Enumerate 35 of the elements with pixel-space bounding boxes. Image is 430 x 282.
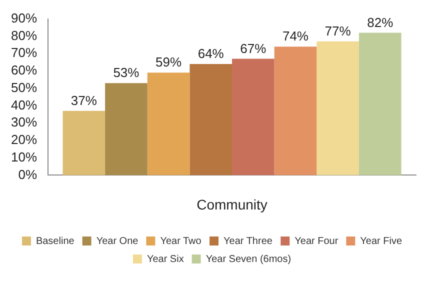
bar xyxy=(274,46,317,176)
bar xyxy=(147,72,190,176)
legend-label: Year Three xyxy=(224,236,273,247)
legend-label: Year Six xyxy=(146,254,184,265)
data-label: 37% xyxy=(70,92,98,108)
data-label: 74% xyxy=(282,28,309,44)
y-tick-label: 90% xyxy=(10,10,38,26)
data-label: 82% xyxy=(367,14,394,30)
y-tick-label: 0% xyxy=(18,166,38,182)
y-tick-label: 70% xyxy=(10,45,38,60)
legend-label: Year Two xyxy=(160,236,202,247)
legend-label: Year One xyxy=(96,236,139,247)
data-label: 67% xyxy=(240,40,267,56)
bar xyxy=(232,58,274,176)
legend-label: Year Seven (6mos) xyxy=(206,254,292,265)
bar xyxy=(190,64,232,176)
bar xyxy=(105,83,148,176)
y-tick-label: 30% xyxy=(10,114,38,130)
data-label: 64% xyxy=(198,46,224,62)
legend-label: Year Five xyxy=(360,236,402,247)
legend-label: Baseline xyxy=(36,236,75,247)
bar xyxy=(358,32,402,176)
data-label: 59% xyxy=(156,54,182,70)
y-tick-label: 60% xyxy=(10,62,38,78)
bar xyxy=(316,41,359,176)
y-tick-label: 80% xyxy=(10,28,38,43)
bar xyxy=(62,110,106,176)
y-tick-label: 10% xyxy=(10,149,38,164)
data-label: 53% xyxy=(113,65,140,80)
y-tick-label: 50% xyxy=(10,80,38,95)
data-label: 77% xyxy=(324,23,352,38)
x-tick-label: Community xyxy=(196,196,268,212)
y-tick-label: 40% xyxy=(10,97,38,112)
y-tick-label: 20% xyxy=(10,132,38,148)
legend-label: Year Four xyxy=(294,236,339,247)
